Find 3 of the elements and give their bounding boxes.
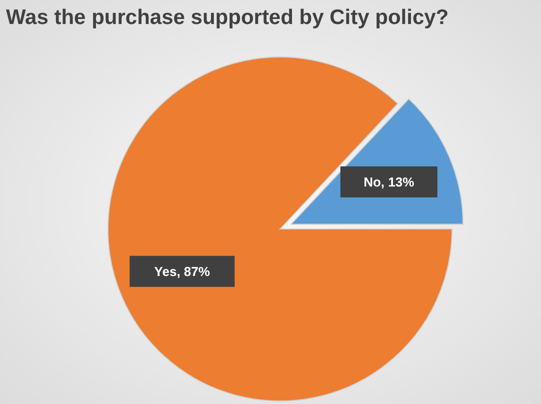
chart-title: Was the purchase supported by City policy?: [6, 6, 449, 30]
slice-label: No, 13%: [364, 174, 415, 190]
slice-label: Yes, 87%: [154, 264, 210, 279]
